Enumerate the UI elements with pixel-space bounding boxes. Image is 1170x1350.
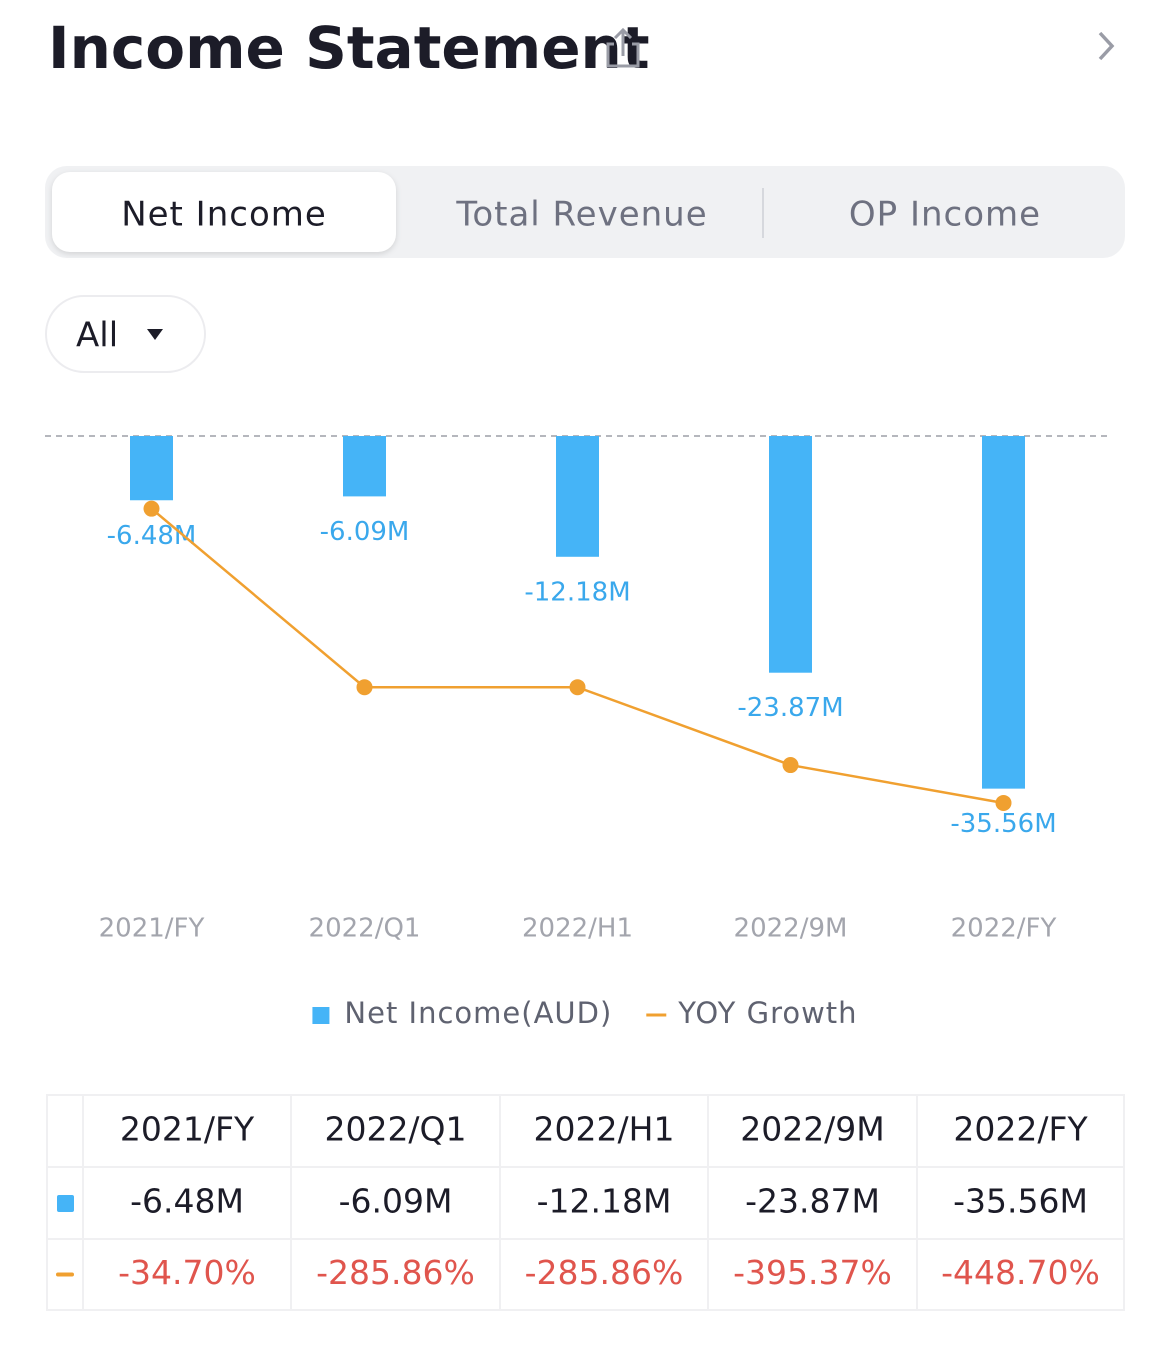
line-point — [356, 679, 373, 696]
x-tick-label: 2022/FY — [951, 914, 1057, 944]
bar — [130, 436, 173, 501]
table-cell: -12.18M — [537, 1182, 672, 1221]
bar — [982, 436, 1025, 789]
bar — [556, 436, 599, 557]
tab-label[interactable]: Net Income — [121, 195, 327, 235]
x-tick-label: 2022/9M — [734, 914, 848, 944]
filter-pill[interactable] — [45, 295, 206, 373]
legend-swatch — [312, 1007, 330, 1024]
tabs: Net Income Total Revenue OP Income — [52, 172, 1041, 252]
bar — [343, 436, 386, 497]
bar-label: -23.87M — [737, 693, 843, 723]
line-point — [995, 794, 1012, 811]
table-cell: -448.70% — [941, 1253, 1100, 1292]
row-icon — [57, 1195, 74, 1212]
table-frame — [46, 1094, 1125, 1311]
table-cell: -35.56M — [953, 1182, 1088, 1221]
bar-label: -6.09M — [320, 517, 410, 547]
tab-label[interactable]: Total Revenue — [455, 195, 707, 235]
line-point — [143, 500, 160, 517]
bar-label: -12.18M — [524, 577, 630, 607]
legend-item: Net Income(AUD) — [312, 996, 612, 1030]
table-header: 2021/FY — [120, 1110, 255, 1149]
table-header: 2022/9M — [740, 1110, 885, 1149]
x-tick-label: 2022/H1 — [522, 914, 633, 944]
table-header: 2022/FY — [953, 1110, 1088, 1149]
legend-label: YOY Growth — [677, 996, 857, 1030]
legend-item: YOY Growth — [646, 996, 857, 1030]
share-icon[interactable] — [606, 27, 640, 68]
table-cell: -6.48M — [130, 1182, 244, 1221]
table-header: 2022/H1 — [534, 1110, 675, 1149]
x-tick-label: 2021/FY — [99, 914, 205, 944]
data-table: 2021/FY 2022/Q1 2022/H1 2022/9M 2022/FY -6.48… — [46, 1094, 1125, 1311]
chevron-right[interactable] — [1098, 31, 1115, 61]
chart: 2021/FY 2022/Q1 2022/H1 2022/9M 2022/FY -6.48… — [45, 435, 1125, 1311]
dropdown-arrow — [147, 329, 163, 340]
bar-label: -6.48M — [107, 521, 197, 551]
share-arrow — [613, 27, 633, 56]
bar-label: -35.56M — [950, 809, 1056, 839]
table-cell: -285.86% — [525, 1253, 684, 1292]
table-cell: -23.87M — [745, 1182, 880, 1221]
legend-label: Net Income(AUD) — [344, 996, 612, 1030]
table-cell: -285.86% — [316, 1253, 475, 1292]
filter-label: All — [76, 316, 118, 356]
table-cell: -395.37% — [733, 1253, 892, 1292]
x-tick-label: 2022/Q1 — [309, 914, 421, 944]
table-cell: -34.70% — [118, 1253, 256, 1292]
page-title: Income Statement — [48, 14, 650, 82]
table-cell: -6.09M — [339, 1182, 453, 1221]
tab-label[interactable]: OP Income — [849, 195, 1041, 235]
share-box — [606, 42, 640, 68]
active-tab[interactable] — [52, 172, 396, 252]
bar — [769, 436, 812, 673]
line-point — [782, 757, 799, 774]
table-header: 2022/Q1 — [324, 1110, 466, 1149]
line-point — [569, 679, 586, 696]
